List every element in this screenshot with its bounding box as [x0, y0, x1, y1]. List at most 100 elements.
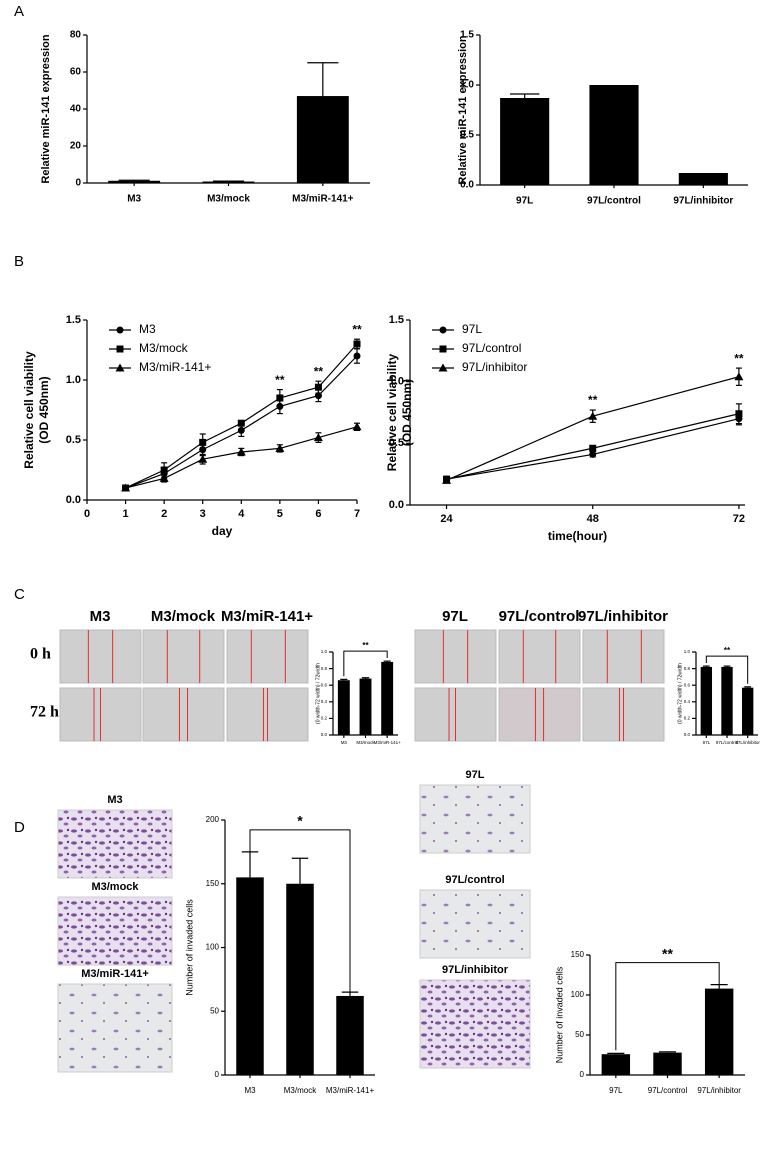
y-tick-label: 0.8 [321, 666, 328, 671]
x-tick-label: 24 [440, 513, 453, 525]
significance-label: ** [734, 351, 744, 365]
y-tick-label: 0 [215, 1070, 220, 1079]
bar [336, 995, 364, 1075]
x-tick-label: 97L [516, 196, 533, 207]
y-tick-label: 0.4 [321, 699, 328, 704]
bar [704, 988, 734, 1075]
micrograph [498, 687, 581, 742]
image-caption: 97L [466, 769, 485, 781]
bar [500, 98, 550, 185]
significance-label: * [297, 813, 303, 829]
x-tick-label: 2 [161, 508, 167, 520]
legend-label: M3 [139, 322, 156, 336]
y-tick-label: 0.0 [389, 499, 404, 511]
y-tick-label: 100 [206, 943, 220, 952]
time-label: 72 h [30, 704, 59, 721]
point [199, 438, 207, 446]
y-tick-label: 0 [75, 178, 81, 189]
significance-label: ** [662, 945, 673, 961]
legend-label: 97L/inhibitor [462, 360, 527, 374]
micrograph [498, 629, 581, 684]
point [160, 466, 168, 474]
x-tick-label: 97L/inhibitor [735, 740, 760, 745]
micrograph [419, 889, 531, 959]
x-tick-label: M3/miR-141+ [292, 194, 354, 205]
y-axis-label: (OD 450nm) [400, 379, 414, 446]
legend-label: 97L [462, 322, 482, 336]
significance-label: ** [362, 641, 369, 650]
significance-label: ** [314, 364, 324, 378]
image-header: M3/miR-141+ [221, 608, 313, 625]
image-caption: 97L/control [445, 874, 504, 886]
x-tick-label: 97L [703, 740, 711, 745]
bar [381, 661, 394, 735]
significance-bracket [249, 829, 351, 992]
x-tick-label: M3/mock [207, 194, 250, 205]
legend-marker [116, 326, 124, 334]
legend-marker [116, 345, 124, 353]
y-tick-label: 0.5 [66, 434, 81, 446]
point [236, 447, 246, 456]
bar [108, 180, 161, 183]
point [275, 443, 285, 452]
bar [678, 173, 728, 185]
point [352, 422, 362, 431]
x-tick-label: M3/mock [284, 1086, 317, 1095]
y-tick-label: 1.5 [389, 314, 404, 326]
x-axis-label: day [212, 524, 233, 538]
image-caption: 97L/inhibitor [442, 964, 509, 976]
y-axis-label: Number of invaded cells [554, 966, 564, 1063]
x-tick-label: 5 [277, 508, 283, 520]
y-axis-label: (0 width-72 width) / 72width [677, 663, 683, 724]
micrograph [57, 983, 173, 1073]
micrograph [414, 629, 497, 684]
legend-label: 97L/control [462, 341, 521, 355]
image-header: 97L/control [499, 608, 580, 625]
bar [202, 181, 255, 183]
x-tick-label: 3 [200, 508, 206, 520]
micrograph [419, 979, 531, 1069]
x-tick-label: 0 [84, 508, 90, 520]
point [159, 473, 169, 482]
y-tick-label: 1.0 [321, 649, 328, 654]
bar [286, 883, 314, 1075]
micrograph [142, 687, 225, 742]
point [276, 394, 284, 402]
y-tick-label: 1.0 [389, 376, 404, 388]
x-tick-label: 6 [315, 508, 321, 520]
y-tick-label: 100 [571, 990, 585, 999]
significance-bracket [615, 962, 720, 1051]
y-tick-label: 1.5 [66, 314, 81, 326]
point [237, 419, 245, 427]
point [589, 444, 597, 452]
x-tick-label: 48 [587, 513, 599, 525]
x-tick-label: M3 [341, 740, 348, 745]
point [734, 372, 744, 381]
y-axis-label: Relative miR-141 expression [40, 34, 52, 183]
legend-marker [439, 326, 447, 334]
micrograph [582, 629, 665, 684]
point [589, 450, 597, 458]
image-header: 97L [442, 608, 468, 625]
bar [653, 1052, 682, 1075]
bar [601, 1054, 631, 1075]
y-tick-label: 0.4 [684, 699, 691, 704]
x-tick-label: 97L [609, 1086, 623, 1095]
point [735, 410, 743, 418]
panel-label: D [14, 819, 25, 836]
x-tick-label: 72 [733, 513, 745, 525]
y-tick-label: 150 [571, 950, 585, 959]
y-tick-label: 0.0 [66, 494, 81, 506]
significance-label: ** [588, 393, 598, 407]
y-tick-label: 60 [70, 67, 82, 78]
bar [236, 877, 264, 1075]
y-tick-label: 1.0 [460, 80, 474, 91]
y-tick-label: 1.5 [460, 30, 474, 41]
micrograph [57, 809, 173, 879]
y-tick-label: 200 [206, 815, 220, 824]
micrograph [59, 629, 142, 684]
x-tick-label: M3/mock [356, 740, 375, 745]
x-tick-label: 97L/control [648, 1086, 688, 1095]
y-tick-label: 0.6 [321, 682, 328, 687]
point [314, 392, 322, 400]
